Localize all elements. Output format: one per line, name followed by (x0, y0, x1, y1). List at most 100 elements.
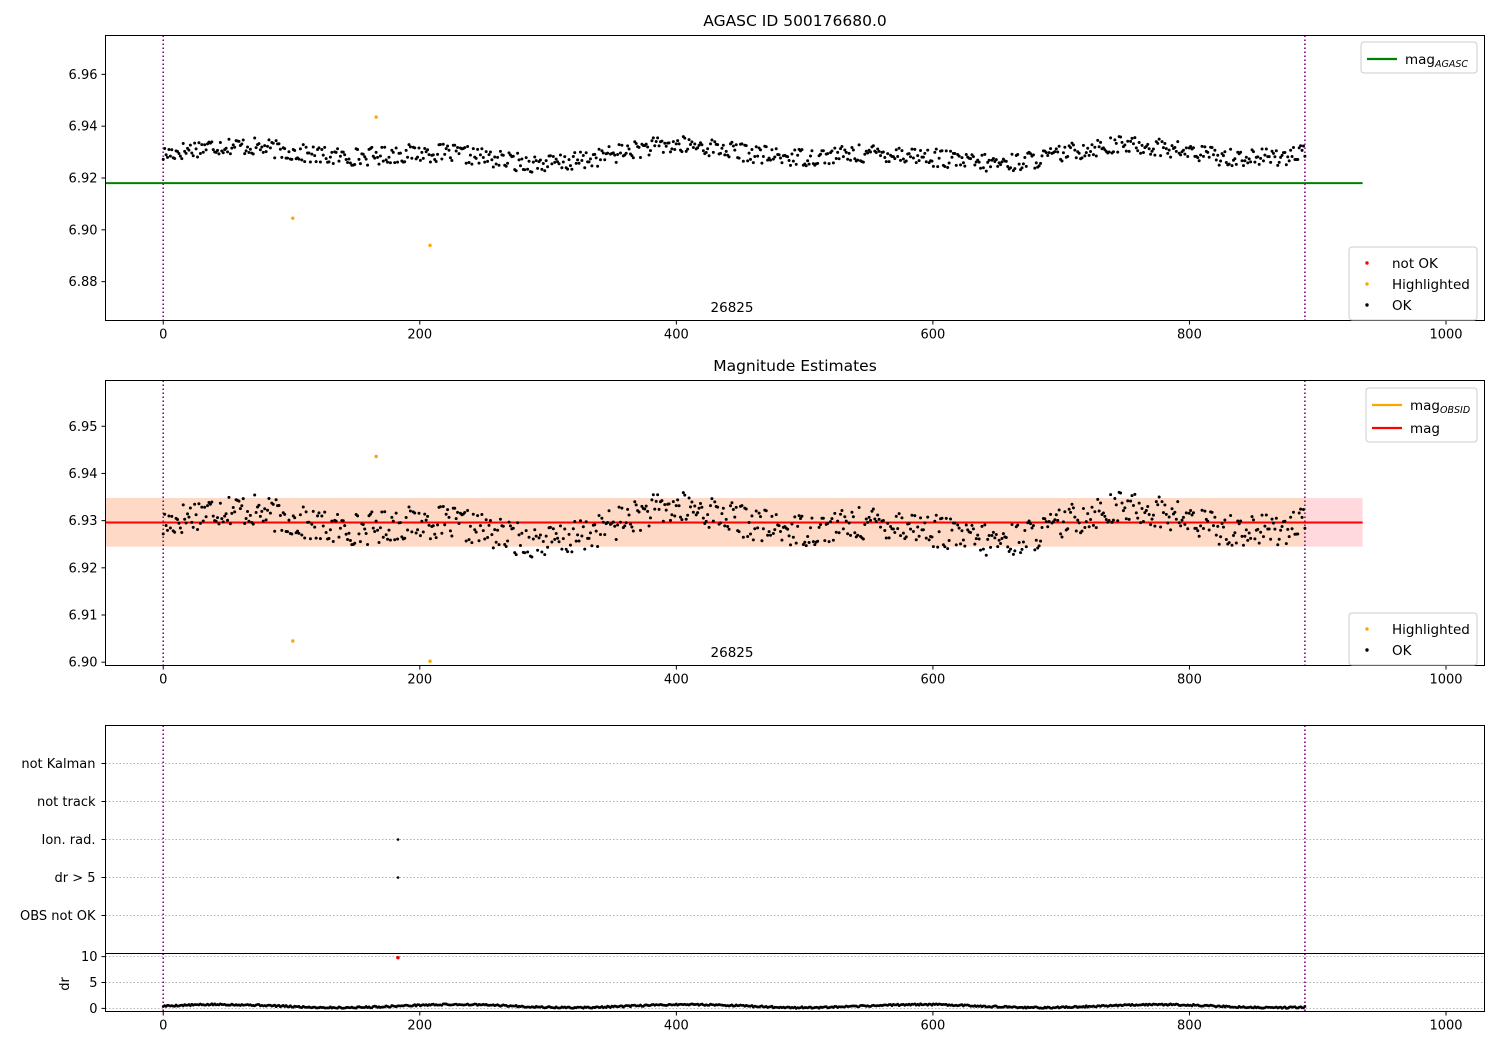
panel2-ok-point (480, 513, 484, 517)
panel1-ok-point (247, 150, 251, 154)
panel1-ok-point (650, 139, 654, 143)
panel2-ok-point (1183, 522, 1187, 526)
panel2-ok-point (167, 514, 171, 518)
panel1-ok-point (1170, 144, 1174, 148)
panel1-ok-point (737, 156, 741, 160)
panel1-ok-point (518, 164, 522, 168)
panel2-ok-point (268, 511, 272, 515)
panel2-ok-point (454, 517, 458, 521)
panel2-ok-point (433, 532, 437, 536)
panel1-ok-point (574, 161, 578, 165)
panel1-ok-point (921, 155, 925, 159)
panel1-ok-point (800, 148, 804, 152)
panel2-ok-point (701, 516, 705, 520)
panel1-ok-point (1206, 150, 1210, 154)
panel2-ok-point (668, 518, 672, 522)
panel2-ok-point (396, 537, 400, 541)
panel1-ok-point (789, 163, 793, 167)
panel2-ok-point (507, 520, 511, 524)
panel2-ok-point (724, 517, 728, 521)
panel1-ok-point (846, 157, 850, 161)
panel1-ok-point (1196, 156, 1200, 160)
panel2-ok-point (993, 536, 997, 540)
panel1-ok-point (611, 151, 615, 155)
panel2-ok-point (981, 547, 985, 551)
panel2-ok-point (994, 532, 998, 536)
panel1-ok-point (1134, 146, 1138, 150)
panel2-ok-point (1210, 510, 1214, 514)
panel2-ok-point (1173, 510, 1177, 514)
panel2-ok-point (1090, 505, 1094, 509)
panel2-ok-point (587, 536, 591, 540)
panel2-ok-point (320, 514, 324, 518)
panel2-ok-point (731, 507, 735, 511)
panel1-ok-point (237, 139, 241, 143)
panel2-ok-point (840, 508, 844, 512)
panel1-ok-point (779, 156, 783, 160)
panel1-ok-point (387, 155, 391, 159)
panel1-ok-point (480, 147, 484, 151)
panel1-ok-point (936, 165, 940, 169)
panel2-ok-point (428, 537, 432, 541)
panel2-ok-point (987, 533, 991, 537)
panel2-ok-point (690, 500, 694, 504)
panel1-ok-point (253, 136, 257, 140)
panel2-ok-point (328, 528, 332, 532)
panel2-ok-point (678, 515, 682, 519)
panel1-ok-point (1049, 147, 1053, 151)
panel2-ok-point (1269, 537, 1273, 541)
panel2-ok-point (790, 522, 794, 526)
panel2-ok-point (531, 537, 535, 541)
panel2-ok-point (274, 498, 278, 502)
panel2-ok-point (1253, 537, 1257, 541)
panel1-ok-point (953, 151, 957, 155)
panel1-ok-point (1004, 159, 1008, 163)
panel2-ok-point (1054, 513, 1058, 517)
panel1-ok-point (720, 146, 724, 150)
panel2-ok-point (1186, 527, 1190, 531)
panel2-ok-point (751, 538, 755, 542)
panel2-ok-point (546, 545, 550, 549)
panel1-ok-point (697, 143, 701, 147)
panel1-ok-point (1277, 160, 1281, 164)
panel1-ok-point (1116, 150, 1120, 154)
panel1-ok-point (668, 150, 672, 154)
panel1-ok-point (1150, 149, 1154, 153)
panel1-ok-point (851, 148, 855, 152)
panel2-ok-point (754, 509, 758, 513)
panel2-ok-point (620, 506, 624, 510)
panel2-ok-point (314, 536, 318, 540)
panel1-ok-point (243, 152, 247, 156)
panel1-ok-point (1163, 142, 1167, 146)
panel2-ok-point (286, 530, 290, 534)
panel2-ok-point (843, 515, 847, 519)
panel1-ok-point (981, 166, 985, 170)
panel1-ok-point (514, 169, 518, 173)
panel2-ok-point (1093, 510, 1097, 514)
panel1-ok-point (620, 143, 624, 147)
panel1-ok-point (364, 157, 368, 161)
panel2-ok-point (960, 529, 964, 533)
panel2-ok-point (307, 520, 311, 524)
panel2-ok-point (867, 515, 871, 519)
panel2-ok-point (900, 516, 904, 520)
panel2-ok-point (797, 514, 801, 518)
panel1-ok-point (341, 150, 345, 154)
panel1-ok-point (881, 150, 885, 154)
panel2-ok-point (953, 521, 957, 525)
panel2-ok-point (358, 540, 362, 544)
panel2-ok-point (164, 524, 168, 528)
panel1-ok-point (466, 145, 470, 149)
panel2-ok-point (317, 511, 321, 515)
panel2-ok-point (1261, 535, 1265, 539)
panel2-ok-point (1060, 535, 1064, 539)
panel2-ok-point (1023, 528, 1027, 532)
panel2-ok-point (919, 516, 923, 520)
panel2-ok-point (737, 530, 741, 534)
panel2-ok-point (408, 509, 412, 513)
panel2-ok-point (178, 526, 182, 530)
panel1-ok-point (979, 166, 983, 170)
panel1-ok-point (664, 144, 668, 148)
panel2-ok-point (949, 517, 953, 521)
panel1-ok-point (413, 146, 417, 150)
